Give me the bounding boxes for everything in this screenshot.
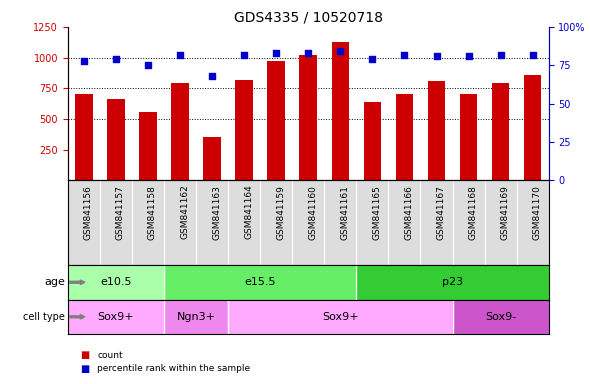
Text: e15.5: e15.5 [244, 277, 276, 287]
Text: e10.5: e10.5 [100, 277, 132, 287]
Bar [228, 300, 453, 334]
Point [464, 53, 473, 59]
Text: ■: ■ [80, 364, 89, 374]
Point [271, 50, 281, 56]
Text: GSM841157: GSM841157 [116, 185, 125, 240]
Text: GSM841163: GSM841163 [212, 185, 221, 240]
Bar [107, 99, 124, 180]
Bar [235, 80, 253, 180]
Bar [164, 265, 356, 300]
Point [240, 51, 249, 58]
Point [175, 51, 185, 58]
Bar [75, 94, 93, 180]
Bar [164, 300, 228, 334]
Text: GSM841159: GSM841159 [276, 185, 285, 240]
Text: age: age [44, 277, 65, 287]
Bar [139, 112, 157, 180]
Text: Ngn3+: Ngn3+ [176, 312, 215, 322]
Point [496, 51, 505, 58]
Text: GSM841170: GSM841170 [533, 185, 542, 240]
Bar [356, 265, 549, 300]
Text: p23: p23 [442, 277, 463, 287]
Text: GSM841161: GSM841161 [340, 185, 349, 240]
Point [303, 50, 313, 56]
Bar [428, 81, 445, 180]
Bar [171, 83, 189, 180]
Text: percentile rank within the sample: percentile rank within the sample [97, 364, 251, 373]
Text: GSM841166: GSM841166 [405, 185, 414, 240]
Point [368, 56, 377, 62]
Point [336, 48, 345, 55]
Bar [68, 300, 164, 334]
Bar [492, 83, 509, 180]
Point [143, 62, 153, 68]
Text: Sox9+: Sox9+ [322, 312, 359, 322]
Text: GSM841160: GSM841160 [308, 185, 317, 240]
Title: GDS4335 / 10520718: GDS4335 / 10520718 [234, 10, 383, 24]
Text: cell type: cell type [23, 312, 65, 322]
Point [432, 53, 441, 59]
Point [400, 51, 409, 58]
Text: GSM841168: GSM841168 [468, 185, 477, 240]
Text: count: count [97, 351, 123, 360]
Text: GSM841169: GSM841169 [500, 185, 510, 240]
Bar [396, 94, 413, 180]
Point [208, 73, 217, 79]
Point [528, 51, 537, 58]
Text: GSM841167: GSM841167 [437, 185, 445, 240]
Bar [68, 265, 164, 300]
Text: Sox9+: Sox9+ [97, 312, 135, 322]
Bar [363, 103, 381, 180]
Bar [204, 137, 221, 180]
Text: ■: ■ [80, 350, 89, 360]
Bar [524, 75, 542, 180]
Point [111, 56, 121, 62]
Bar [267, 61, 285, 180]
Text: Sox9-: Sox9- [485, 312, 516, 322]
Text: GSM841162: GSM841162 [180, 185, 189, 240]
Text: GSM841158: GSM841158 [148, 185, 157, 240]
Text: GSM841165: GSM841165 [372, 185, 381, 240]
Bar [460, 94, 477, 180]
Bar [300, 55, 317, 180]
Text: GSM841156: GSM841156 [84, 185, 93, 240]
Point [79, 58, 88, 64]
Bar [453, 300, 549, 334]
Text: GSM841164: GSM841164 [244, 185, 253, 240]
Bar [332, 41, 349, 180]
